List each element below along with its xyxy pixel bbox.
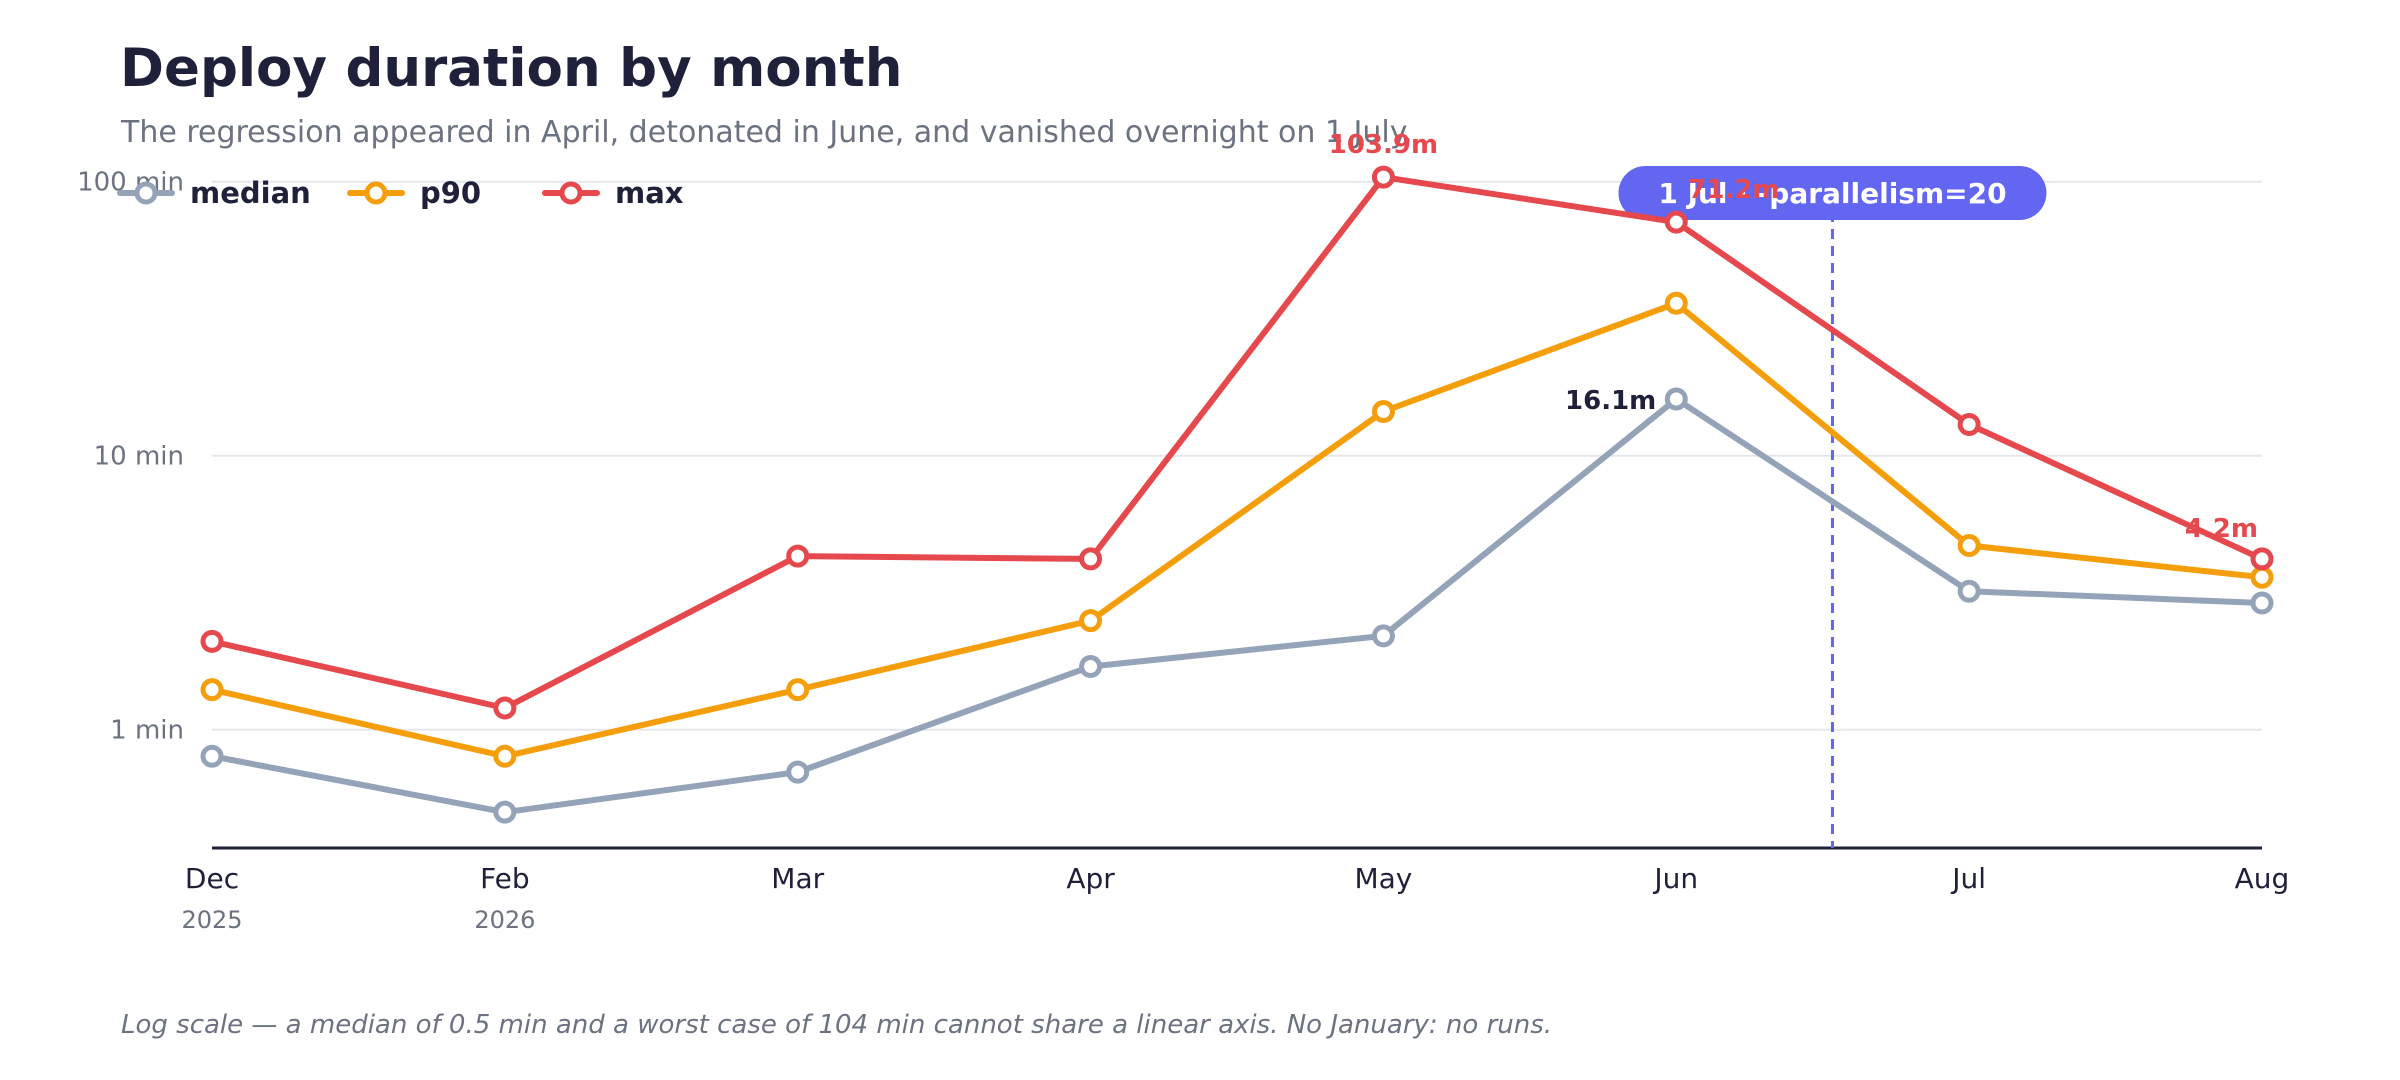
chart-title: Deploy duration by month <box>120 38 903 99</box>
data-point-median <box>1079 655 1103 679</box>
legend-swatch-marker <box>559 181 583 205</box>
data-point-max <box>2250 547 2274 571</box>
legend: median p90 max <box>117 176 684 210</box>
series-line-max <box>209 174 2265 711</box>
data-label-max: 71.2m <box>1688 175 1779 205</box>
annotation: 1 Jul · -parallelism=20 <box>1618 166 2047 848</box>
data-point-max <box>493 696 517 720</box>
series-line-median <box>209 396 2265 816</box>
legend-item-p90: p90 <box>347 176 481 210</box>
annotation-pill <box>1618 166 2047 220</box>
data-point-median <box>2250 591 2274 615</box>
series-line-p90 <box>209 300 2265 760</box>
data-point-max <box>200 629 224 653</box>
data-point-p90 <box>2250 565 2274 589</box>
data-point-median <box>1371 624 1395 648</box>
data-point-max <box>1079 547 1103 571</box>
series-median: 16.1m <box>200 386 2274 824</box>
data-point-median <box>493 800 517 824</box>
x-tick-label: Jun <box>1652 862 1698 895</box>
data-point-max <box>1371 165 1395 189</box>
legend-label: max <box>615 176 684 210</box>
legend-label: p90 <box>420 176 481 210</box>
data-point-max <box>786 544 810 568</box>
x-tick-label: Apr <box>1066 862 1115 895</box>
series: 16.1m 103.9m 71.2m 4.2m <box>200 130 2274 824</box>
data-point-max <box>1664 210 1688 234</box>
x-tick-label: May <box>1354 862 1412 895</box>
gridlines <box>212 180 2262 731</box>
x-tick-year-label: 2026 <box>474 906 535 934</box>
x-tick-label: Mar <box>771 862 824 895</box>
data-point-median <box>786 760 810 784</box>
data-point-max <box>1957 412 1981 436</box>
legend-item-max: max <box>542 176 684 210</box>
series-p90 <box>200 291 2274 768</box>
x-tick-label: Aug <box>2235 862 2290 895</box>
data-label-median: 16.1m <box>1565 386 1656 416</box>
x-tick-label: Feb <box>480 862 530 895</box>
data-point-p90 <box>786 678 810 702</box>
x-tick-label: Jul <box>1950 862 1986 895</box>
legend-swatch-marker <box>134 181 158 205</box>
y-tick-label: 1 min <box>110 716 184 746</box>
data-point-p90 <box>1079 609 1103 633</box>
data-point-p90 <box>1957 534 1981 558</box>
x-tick-label: Dec <box>185 862 239 895</box>
chart-subtitle: The regression appeared in April, detona… <box>121 115 1413 150</box>
data-label-max: 103.9m <box>1329 130 1438 160</box>
chart-footnote: Log scale — a median of 0.5 min and a wo… <box>121 1010 1553 1040</box>
data-label-max: 4.2m <box>2185 514 2258 544</box>
legend-label: median <box>190 176 311 210</box>
y-tick-label: 10 min <box>94 442 184 472</box>
annotation-label: 1 Jul · -parallelism=20 <box>1658 177 2006 210</box>
data-point-median <box>200 744 224 768</box>
data-point-p90 <box>1371 399 1395 423</box>
legend-item-median: median <box>117 176 311 210</box>
x-tick-year-label: 2025 <box>181 906 242 934</box>
data-point-p90 <box>493 744 517 768</box>
data-point-p90 <box>1664 291 1688 315</box>
data-point-median <box>1664 387 1688 411</box>
series-max: 103.9m 71.2m 4.2m <box>200 130 2274 720</box>
legend-swatch-marker <box>364 181 388 205</box>
data-point-p90 <box>200 678 224 702</box>
data-point-median <box>1957 579 1981 603</box>
